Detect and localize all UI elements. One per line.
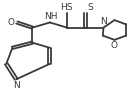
Text: NH: NH [44,12,57,21]
Text: O: O [111,41,118,50]
Text: S: S [87,3,93,12]
Text: N: N [100,17,107,26]
Text: N: N [13,81,20,90]
Text: HS: HS [60,3,73,12]
Text: O: O [8,18,15,27]
